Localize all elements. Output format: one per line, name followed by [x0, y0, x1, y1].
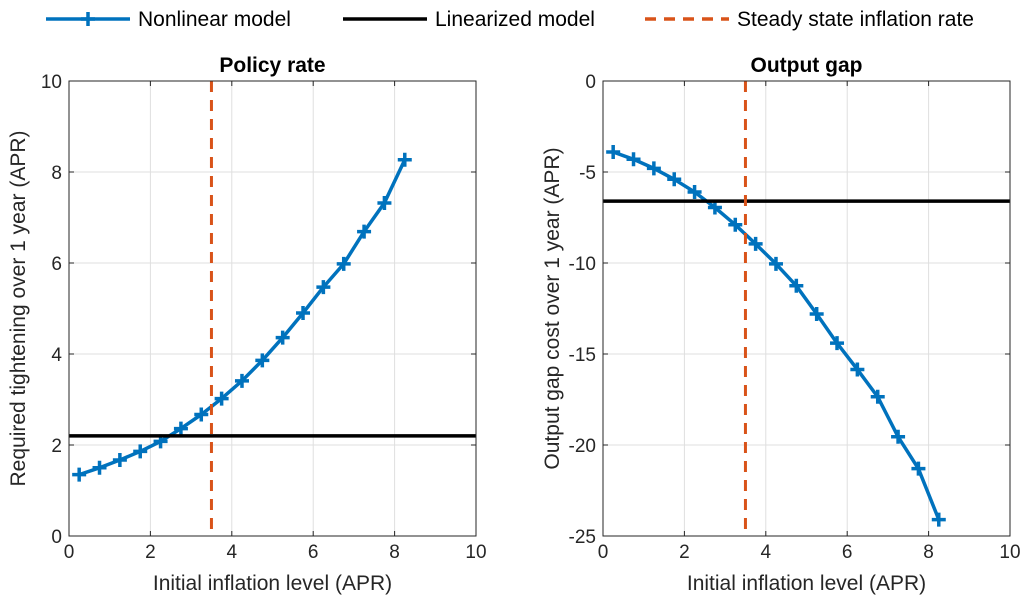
x-tick-label: 6 — [308, 542, 319, 563]
legend: Nonlinear model Linearized model Steady st… — [46, 8, 974, 31]
x-tick-label: 0 — [64, 542, 75, 563]
data-point-nonlinear — [789, 278, 804, 293]
x-tick-label: 4 — [761, 542, 772, 563]
x-axis-label: Initial inflation level (APR) — [153, 572, 392, 595]
data-point-nonlinear — [748, 236, 763, 251]
y-tick-label: 6 — [51, 254, 62, 275]
data-point-nonlinear — [255, 353, 270, 368]
data-point-nonlinear — [112, 453, 127, 468]
data-point-nonlinear — [667, 172, 682, 187]
data-point-nonlinear — [768, 256, 783, 271]
data-point-nonlinear — [809, 306, 824, 321]
data-point-nonlinear — [397, 152, 412, 167]
legend-marker-nonlinear — [81, 12, 95, 26]
chart-title: Output gap — [751, 54, 863, 77]
chart-title: Policy rate — [219, 54, 325, 77]
data-point-nonlinear — [687, 185, 702, 200]
series-line-nonlinear — [612, 150, 941, 521]
x-tick-label: 4 — [227, 542, 238, 563]
y-tick-label: -25 — [569, 527, 596, 548]
y-tick-label: -20 — [569, 436, 596, 457]
data-point-nonlinear — [891, 429, 906, 444]
data-point-nonlinear — [626, 152, 641, 167]
data-point-nonlinear — [870, 389, 885, 404]
y-axis-label: Output gap cost over 1 year (APR) — [541, 147, 564, 469]
x-tick-label: 8 — [389, 542, 400, 563]
x-tick-label: 2 — [145, 542, 156, 563]
x-tick-label: 0 — [598, 542, 609, 563]
data-point-nonlinear — [357, 224, 372, 239]
y-tick-label: -5 — [579, 163, 596, 184]
data-point-nonlinear — [92, 460, 107, 475]
y-tick-label: 0 — [585, 72, 596, 93]
data-point-nonlinear — [214, 391, 229, 406]
x-axis-label: Initial inflation level (APR) — [687, 572, 926, 595]
data-point-nonlinear — [646, 161, 661, 176]
output-gap-panel: 0 2 4 6 8 10 -25 -20 -15 -10 -5 0 Output gap Initial … — [541, 54, 1021, 595]
data-point-nonlinear — [911, 461, 926, 476]
y-tick-label: 2 — [51, 436, 62, 457]
x-tick-label: 10 — [465, 542, 486, 563]
data-point-nonlinear — [850, 362, 865, 377]
plot-frame — [602, 80, 1011, 537]
plot-frame — [68, 80, 477, 537]
y-tick-label: -15 — [569, 345, 596, 366]
data-point-nonlinear — [728, 217, 743, 232]
data-point-nonlinear — [296, 306, 311, 321]
data-point-nonlinear — [931, 512, 946, 527]
x-tick-label: 2 — [679, 542, 690, 563]
data-point-nonlinear — [234, 373, 249, 388]
series-line-nonlinear — [78, 158, 407, 477]
data-point-nonlinear — [316, 280, 331, 295]
data-point-nonlinear — [173, 421, 188, 436]
policy-rate-panel: 0 2 4 6 8 10 0 2 4 6 8 10 Policy rate Initial inflati… — [7, 54, 487, 595]
y-axis-label: Required tightening over 1 year (APR) — [7, 130, 30, 486]
data-point-nonlinear — [336, 256, 351, 271]
y-tick-label: 4 — [51, 345, 62, 366]
data-point-nonlinear — [377, 195, 392, 210]
y-tick-label: -10 — [569, 254, 596, 275]
x-tick-label: 6 — [842, 542, 853, 563]
y-tick-label: 10 — [41, 72, 62, 93]
data-point-nonlinear — [606, 144, 621, 159]
data-point-nonlinear — [830, 336, 845, 351]
x-tick-label: 8 — [923, 542, 934, 563]
y-tick-label: 0 — [51, 527, 62, 548]
x-tick-label: 10 — [999, 542, 1020, 563]
data-point-nonlinear — [133, 444, 148, 459]
data-point-nonlinear — [275, 330, 290, 345]
data-point-nonlinear — [72, 467, 87, 482]
y-tick-label: 8 — [51, 163, 62, 184]
data-point-nonlinear — [194, 407, 209, 422]
legend-label-linearized: Linearized model — [435, 8, 595, 31]
legend-label-nonlinear: Nonlinear model — [138, 8, 291, 31]
legend-label-steady: Steady state inflation rate — [737, 8, 974, 31]
